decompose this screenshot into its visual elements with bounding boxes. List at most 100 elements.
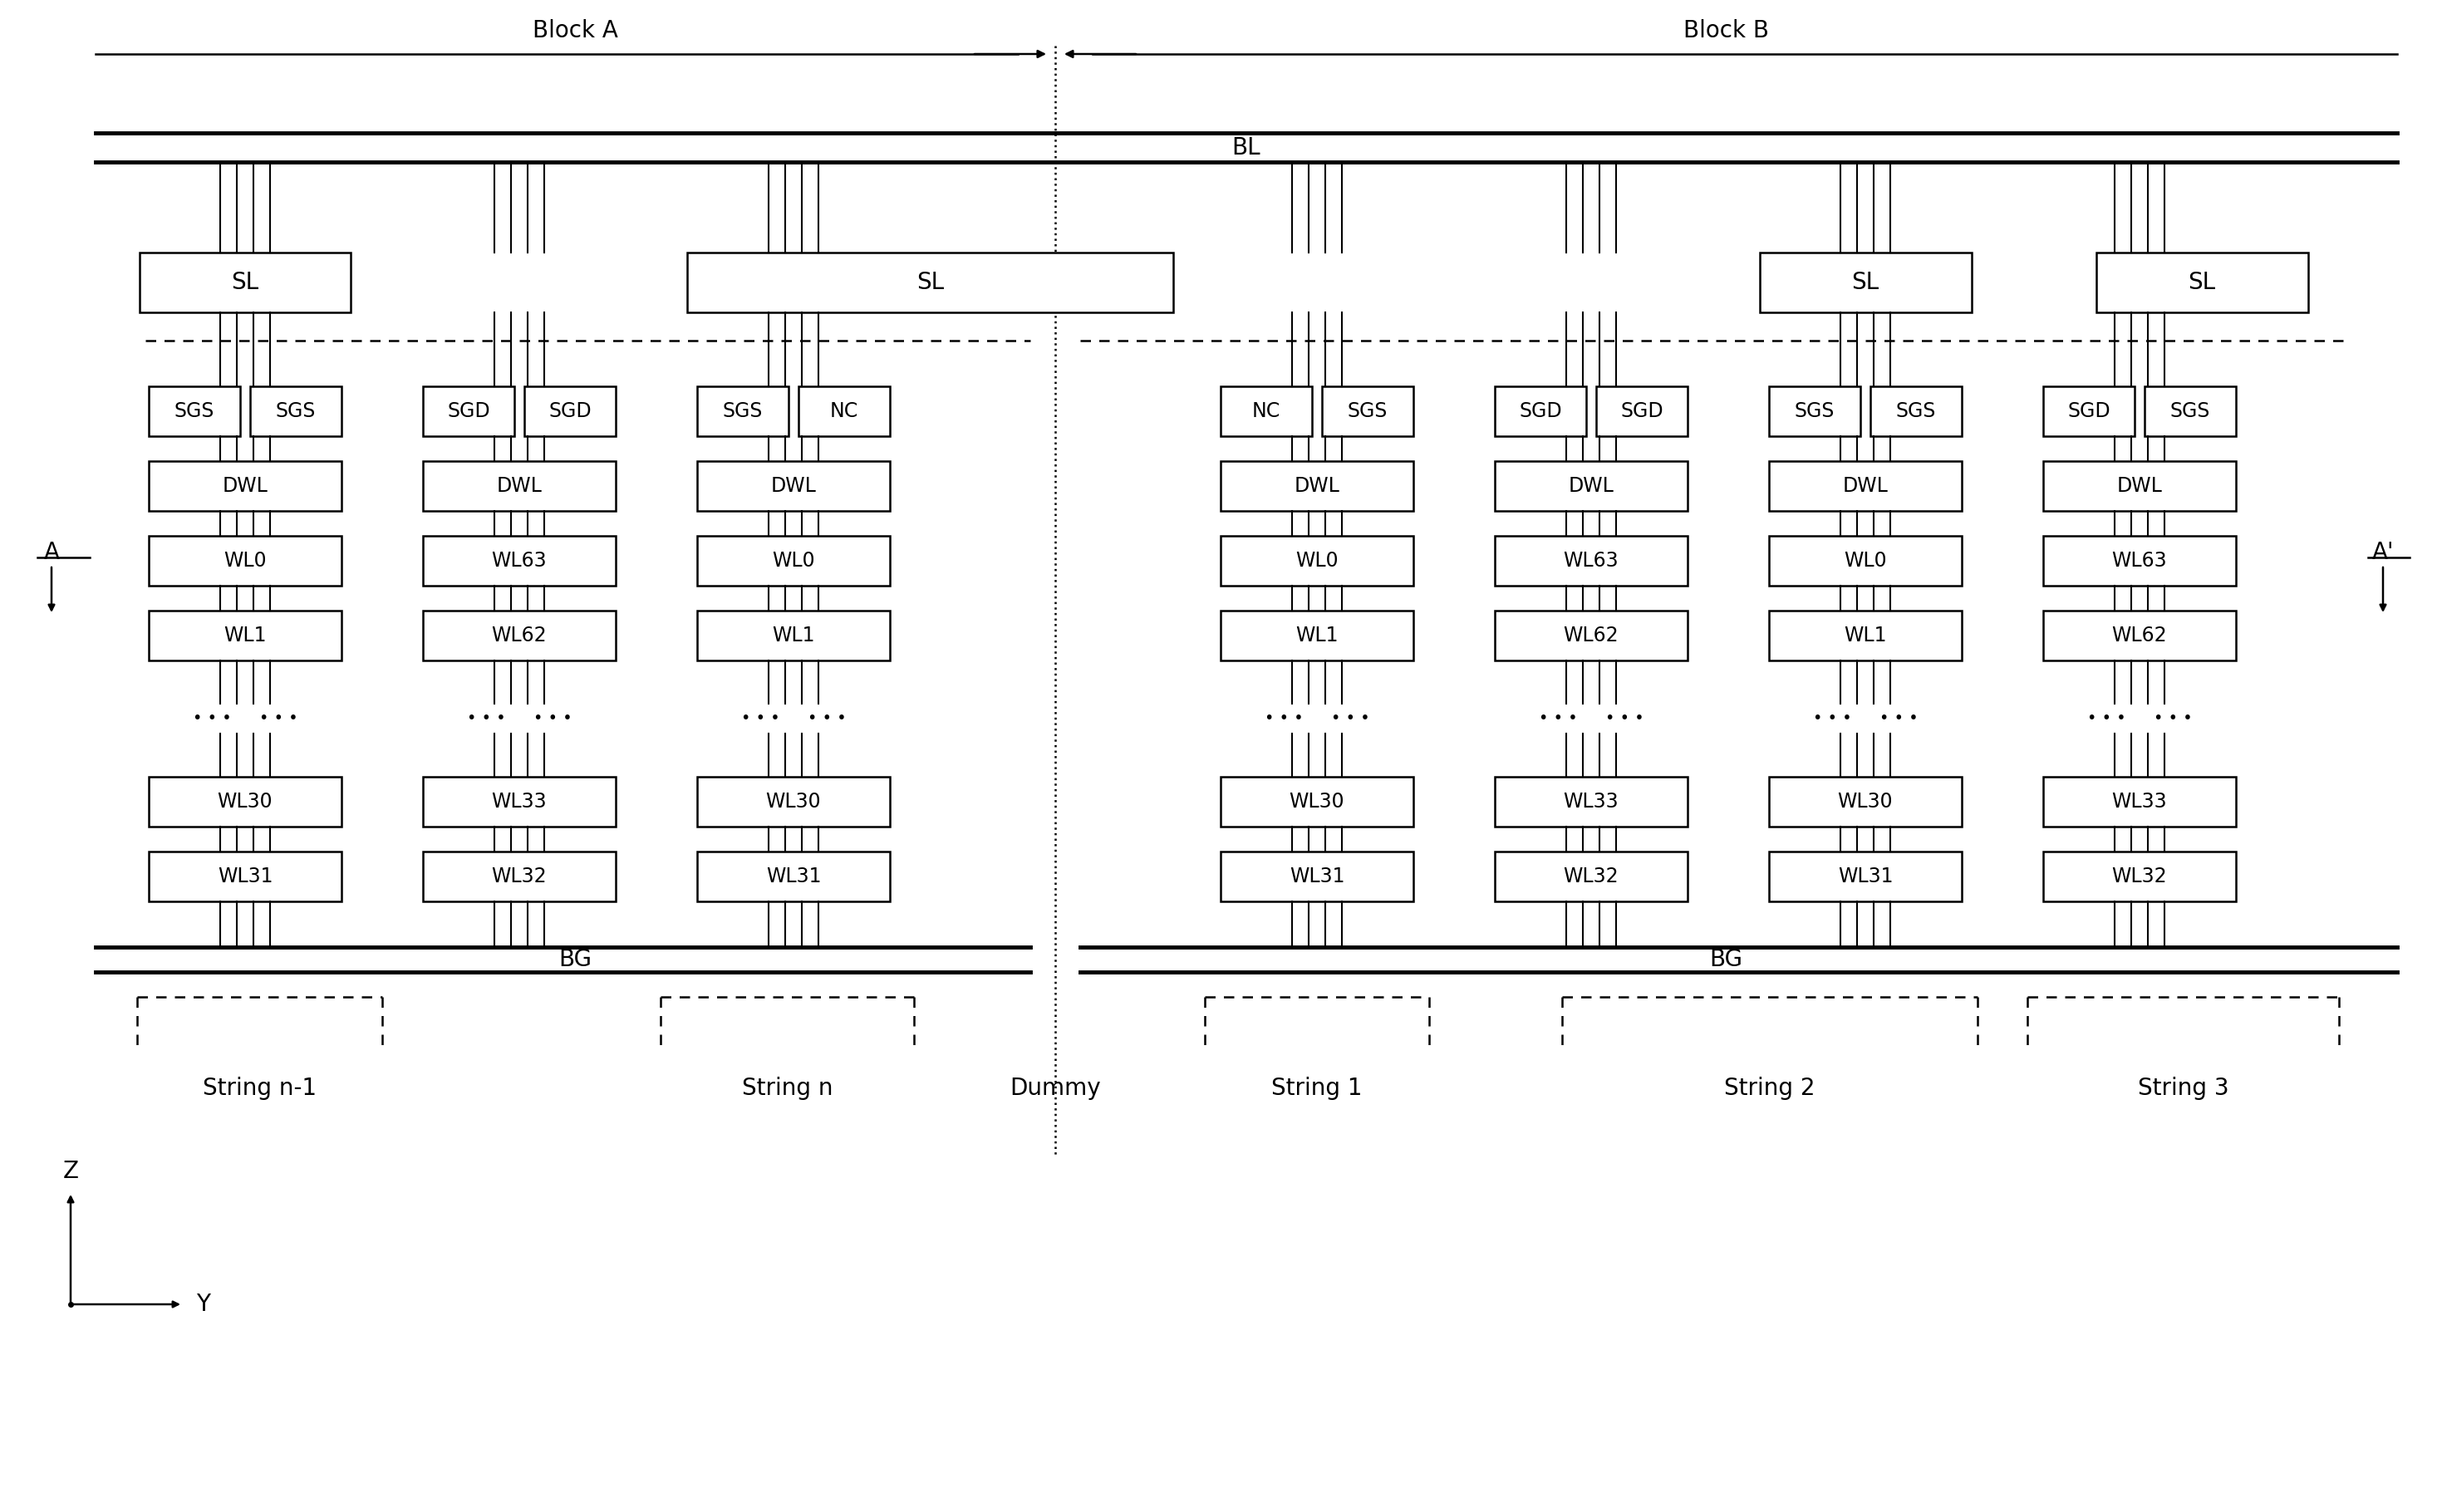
FancyBboxPatch shape — [1494, 461, 1686, 511]
Text: String n: String n — [741, 1077, 833, 1099]
Text: SGS: SGS — [2169, 401, 2210, 422]
Text: SGD: SGD — [446, 401, 490, 422]
Text: WL33: WL33 — [1565, 792, 1618, 812]
FancyBboxPatch shape — [424, 777, 617, 827]
FancyBboxPatch shape — [424, 851, 617, 901]
Text: WL62: WL62 — [1565, 626, 1618, 646]
Text: • • •: • • • — [193, 711, 232, 726]
FancyBboxPatch shape — [697, 777, 890, 827]
Text: WL62: WL62 — [2113, 626, 2166, 646]
FancyBboxPatch shape — [697, 851, 890, 901]
Text: DWL: DWL — [2118, 476, 2162, 496]
Text: WL31: WL31 — [1837, 866, 1894, 886]
FancyBboxPatch shape — [524, 386, 617, 435]
Text: String 2: String 2 — [1725, 1077, 1816, 1099]
FancyBboxPatch shape — [1769, 777, 1962, 827]
FancyBboxPatch shape — [424, 461, 617, 511]
FancyBboxPatch shape — [2042, 535, 2235, 585]
Text: SGD: SGD — [1621, 401, 1664, 422]
Text: WL1: WL1 — [773, 626, 814, 646]
Text: BG: BG — [558, 948, 592, 971]
Text: SL: SL — [1852, 271, 1879, 295]
Text: Block A: Block A — [534, 20, 619, 42]
Text: WL31: WL31 — [1289, 866, 1345, 886]
FancyBboxPatch shape — [1221, 611, 1413, 661]
Text: • • •: • • • — [1538, 711, 1577, 726]
Text: DWL: DWL — [497, 476, 541, 496]
FancyBboxPatch shape — [1221, 461, 1413, 511]
FancyBboxPatch shape — [1221, 535, 1413, 585]
Text: A': A' — [2371, 541, 2393, 564]
Text: • • •: • • • — [258, 711, 297, 726]
FancyBboxPatch shape — [697, 611, 890, 661]
Text: SGS: SGS — [724, 401, 763, 422]
FancyBboxPatch shape — [1221, 851, 1413, 901]
Text: SGS: SGS — [175, 401, 214, 422]
FancyBboxPatch shape — [424, 386, 514, 435]
Text: WL0: WL0 — [773, 550, 814, 570]
Text: WL0: WL0 — [224, 550, 266, 570]
Text: • • •: • • • — [468, 711, 504, 726]
FancyBboxPatch shape — [1769, 851, 1962, 901]
FancyBboxPatch shape — [149, 461, 341, 511]
Text: DWL: DWL — [1569, 476, 1613, 496]
Text: • • •: • • • — [1331, 711, 1370, 726]
Text: • • •: • • • — [1813, 711, 1852, 726]
Text: WL33: WL33 — [492, 792, 546, 812]
Text: WL32: WL32 — [2113, 866, 2166, 886]
Text: Y: Y — [197, 1293, 210, 1315]
FancyBboxPatch shape — [1769, 535, 1962, 585]
FancyBboxPatch shape — [1869, 386, 1962, 435]
FancyBboxPatch shape — [251, 386, 341, 435]
FancyBboxPatch shape — [424, 611, 617, 661]
FancyBboxPatch shape — [424, 535, 617, 585]
Text: WL32: WL32 — [492, 866, 546, 886]
FancyBboxPatch shape — [697, 535, 890, 585]
Text: • • •: • • • — [807, 711, 846, 726]
FancyBboxPatch shape — [1760, 253, 1972, 313]
Text: A: A — [44, 541, 58, 564]
Text: SL: SL — [232, 271, 258, 295]
FancyBboxPatch shape — [1494, 535, 1686, 585]
FancyBboxPatch shape — [1494, 777, 1686, 827]
FancyBboxPatch shape — [2145, 386, 2235, 435]
Text: Z: Z — [63, 1160, 78, 1182]
Text: DWL: DWL — [222, 476, 268, 496]
Text: • • •: • • • — [741, 711, 780, 726]
FancyBboxPatch shape — [1769, 386, 1859, 435]
Text: WL63: WL63 — [492, 550, 546, 570]
Text: • • •: • • • — [1879, 711, 1918, 726]
FancyBboxPatch shape — [2042, 777, 2235, 827]
FancyBboxPatch shape — [2042, 461, 2235, 511]
Text: DWL: DWL — [1294, 476, 1340, 496]
FancyBboxPatch shape — [1769, 611, 1962, 661]
Text: SGS: SGS — [1896, 401, 1935, 422]
Text: SGS: SGS — [275, 401, 317, 422]
Text: WL63: WL63 — [1565, 550, 1618, 570]
Text: WL30: WL30 — [217, 792, 273, 812]
Text: WL1: WL1 — [224, 626, 266, 646]
Text: NC: NC — [831, 401, 858, 422]
FancyBboxPatch shape — [2042, 851, 2235, 901]
Text: WL63: WL63 — [2113, 550, 2166, 570]
Text: WL0: WL0 — [1296, 550, 1338, 570]
FancyBboxPatch shape — [1494, 851, 1686, 901]
FancyBboxPatch shape — [2042, 611, 2235, 661]
FancyBboxPatch shape — [1769, 461, 1962, 511]
Text: WL31: WL31 — [217, 866, 273, 886]
Text: String n-1: String n-1 — [202, 1077, 317, 1099]
FancyBboxPatch shape — [1321, 386, 1413, 435]
Text: WL30: WL30 — [765, 792, 821, 812]
FancyBboxPatch shape — [149, 535, 341, 585]
Text: • • •: • • • — [534, 711, 573, 726]
FancyBboxPatch shape — [1494, 611, 1686, 661]
Text: • • •: • • • — [2086, 711, 2125, 726]
FancyBboxPatch shape — [149, 851, 341, 901]
Text: SGD: SGD — [548, 401, 592, 422]
Text: SGD: SGD — [2067, 401, 2110, 422]
Text: NC: NC — [1253, 401, 1279, 422]
FancyBboxPatch shape — [2096, 253, 2308, 313]
FancyBboxPatch shape — [149, 386, 241, 435]
Text: SGS: SGS — [1794, 401, 1835, 422]
Text: WL1: WL1 — [1845, 626, 1886, 646]
